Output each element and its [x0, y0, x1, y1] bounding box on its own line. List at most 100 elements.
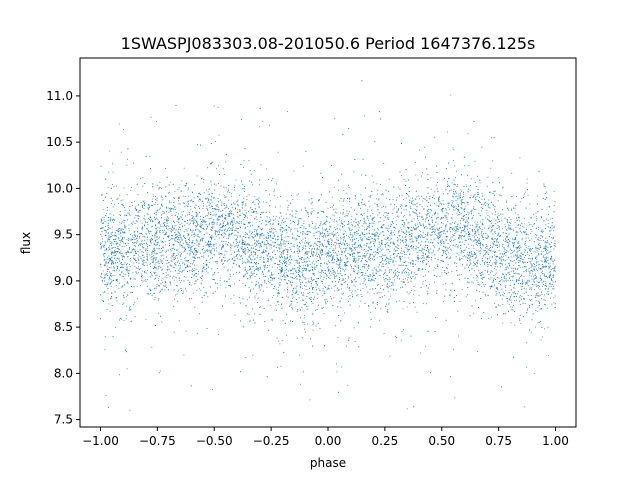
data-point: [477, 281, 479, 283]
data-point: [386, 260, 387, 262]
data-point: [108, 171, 110, 173]
data-point: [306, 301, 308, 303]
data-point: [498, 177, 500, 179]
data-point: [526, 269, 528, 271]
data-point: [540, 307, 542, 309]
data-point: [193, 232, 195, 234]
data-point: [485, 217, 487, 219]
data-point: [104, 240, 106, 242]
data-point: [381, 242, 383, 243]
data-point: [296, 238, 298, 240]
data-point: [187, 261, 189, 263]
data-point: [232, 213, 234, 215]
data-point: [315, 255, 317, 257]
data-point: [203, 205, 205, 207]
data-point: [397, 247, 398, 249]
data-point: [457, 230, 459, 232]
data-point: [550, 258, 552, 260]
data-point: [370, 258, 372, 259]
data-point: [341, 173, 343, 175]
data-point: [484, 250, 486, 251]
data-point: [501, 257, 503, 259]
data-point: [120, 230, 122, 231]
data-point: [113, 186, 115, 188]
data-point: [526, 366, 528, 368]
data-point: [506, 250, 508, 252]
data-point: [308, 191, 310, 193]
data-point: [512, 292, 514, 294]
data-point: [174, 238, 176, 240]
data-point: [199, 241, 201, 243]
data-point: [128, 230, 130, 232]
data-point: [381, 270, 383, 272]
data-point: [101, 228, 103, 229]
data-point: [313, 210, 315, 212]
data-point: [167, 270, 169, 272]
data-point: [186, 222, 188, 224]
data-point: [137, 239, 139, 241]
data-point: [347, 213, 349, 215]
data-point: [283, 241, 285, 243]
data-point: [237, 247, 239, 248]
data-point: [434, 202, 435, 204]
data-point: [523, 316, 524, 318]
data-point: [186, 201, 188, 203]
data-point: [275, 215, 277, 217]
data-point: [545, 247, 547, 249]
data-point: [138, 272, 140, 274]
data-point: [108, 245, 110, 247]
data-point: [343, 282, 345, 283]
data-point: [120, 233, 122, 234]
data-point: [535, 256, 537, 258]
data-point: [129, 209, 131, 211]
data-point: [330, 238, 332, 240]
data-point: [349, 289, 351, 291]
data-point: [140, 177, 142, 179]
data-point: [290, 284, 292, 286]
data-point: [459, 257, 461, 259]
data-point: [253, 201, 254, 203]
data-point: [354, 249, 356, 251]
data-point: [177, 273, 179, 275]
data-point: [432, 245, 434, 247]
data-point: [377, 266, 379, 268]
data-point: [333, 231, 335, 233]
data-point: [527, 254, 529, 255]
data-point: [525, 288, 527, 290]
data-point: [397, 208, 399, 210]
data-point: [310, 279, 312, 281]
data-point: [400, 257, 401, 259]
data-point: [393, 232, 395, 234]
data-point: [248, 231, 250, 233]
data-point: [396, 206, 397, 208]
data-point: [411, 289, 413, 291]
data-point: [516, 195, 517, 197]
data-point: [467, 214, 469, 216]
data-point: [448, 185, 450, 187]
data-point: [175, 256, 176, 258]
data-point: [285, 213, 287, 215]
data-point: [444, 177, 445, 179]
data-point: [358, 271, 360, 273]
data-point: [207, 242, 209, 244]
data-point: [340, 229, 342, 231]
data-point: [359, 268, 361, 270]
data-point: [543, 303, 545, 305]
data-point: [373, 222, 375, 224]
data-point: [485, 261, 487, 263]
data-point: [302, 268, 303, 270]
data-point: [202, 208, 204, 209]
data-point: [499, 305, 501, 307]
data-point: [377, 214, 379, 216]
data-point: [288, 227, 290, 229]
data-point: [144, 272, 146, 274]
data-point: [279, 241, 281, 243]
data-point: [387, 230, 389, 231]
data-point: [510, 228, 512, 230]
data-point: [505, 278, 507, 280]
data-point: [462, 230, 463, 232]
data-point: [211, 268, 213, 270]
data-point: [447, 263, 449, 265]
data-point: [398, 247, 399, 249]
data-point: [132, 242, 133, 243]
